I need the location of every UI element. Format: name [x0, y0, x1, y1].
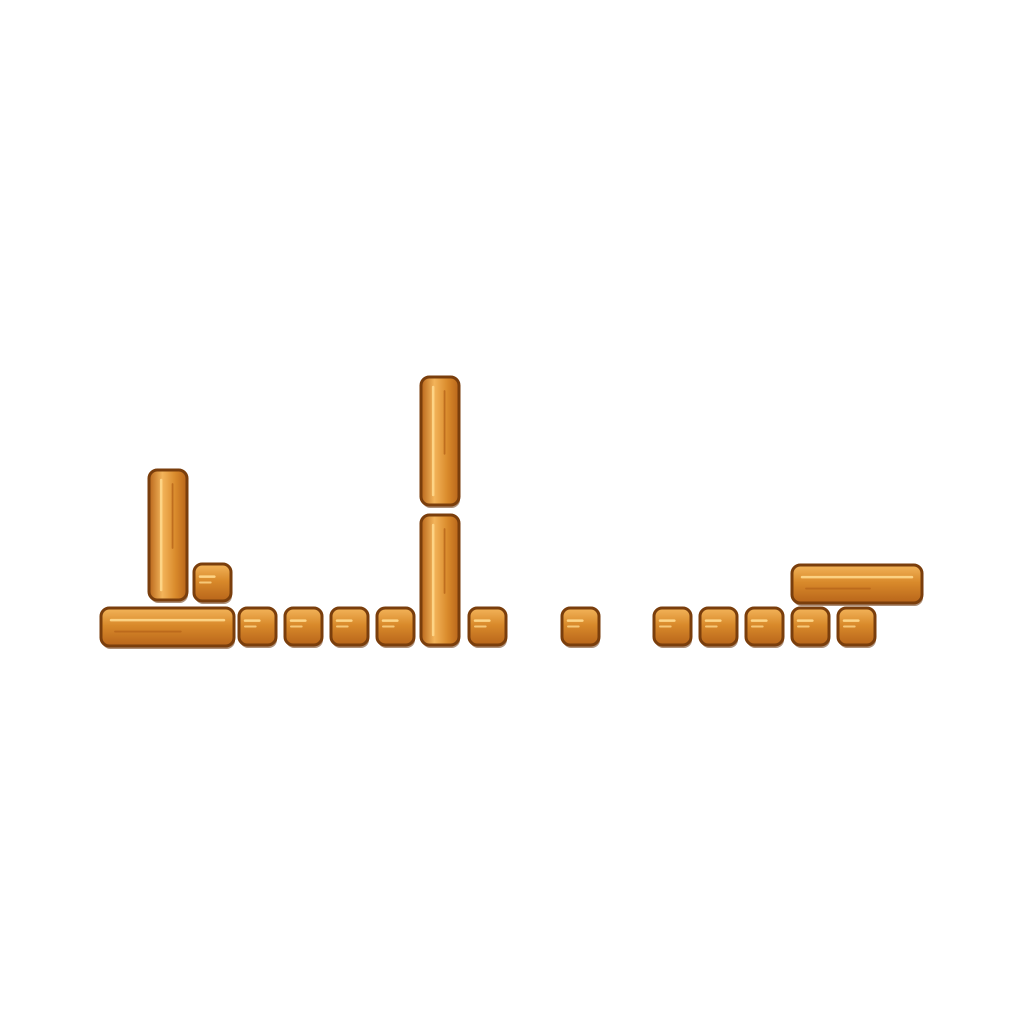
square-block-5	[467, 606, 508, 648]
square-block-1	[237, 606, 278, 648]
square-block-4	[375, 606, 416, 648]
vertical-plank-left	[147, 468, 189, 603]
square-block-7	[652, 606, 693, 648]
square-block-9	[744, 606, 785, 648]
square-block-3	[329, 606, 370, 648]
horizontal-plank-right	[790, 563, 924, 606]
square-block-8	[698, 606, 739, 648]
square-block-6	[560, 606, 601, 648]
square-block-2	[283, 606, 324, 648]
horizontal-plank-base	[99, 606, 236, 649]
vertical-plank-bottom	[419, 513, 461, 648]
square-block-11	[836, 606, 877, 648]
vertical-plank-top	[419, 375, 461, 508]
square-block-stacked	[192, 562, 233, 604]
square-block-10	[790, 606, 831, 648]
